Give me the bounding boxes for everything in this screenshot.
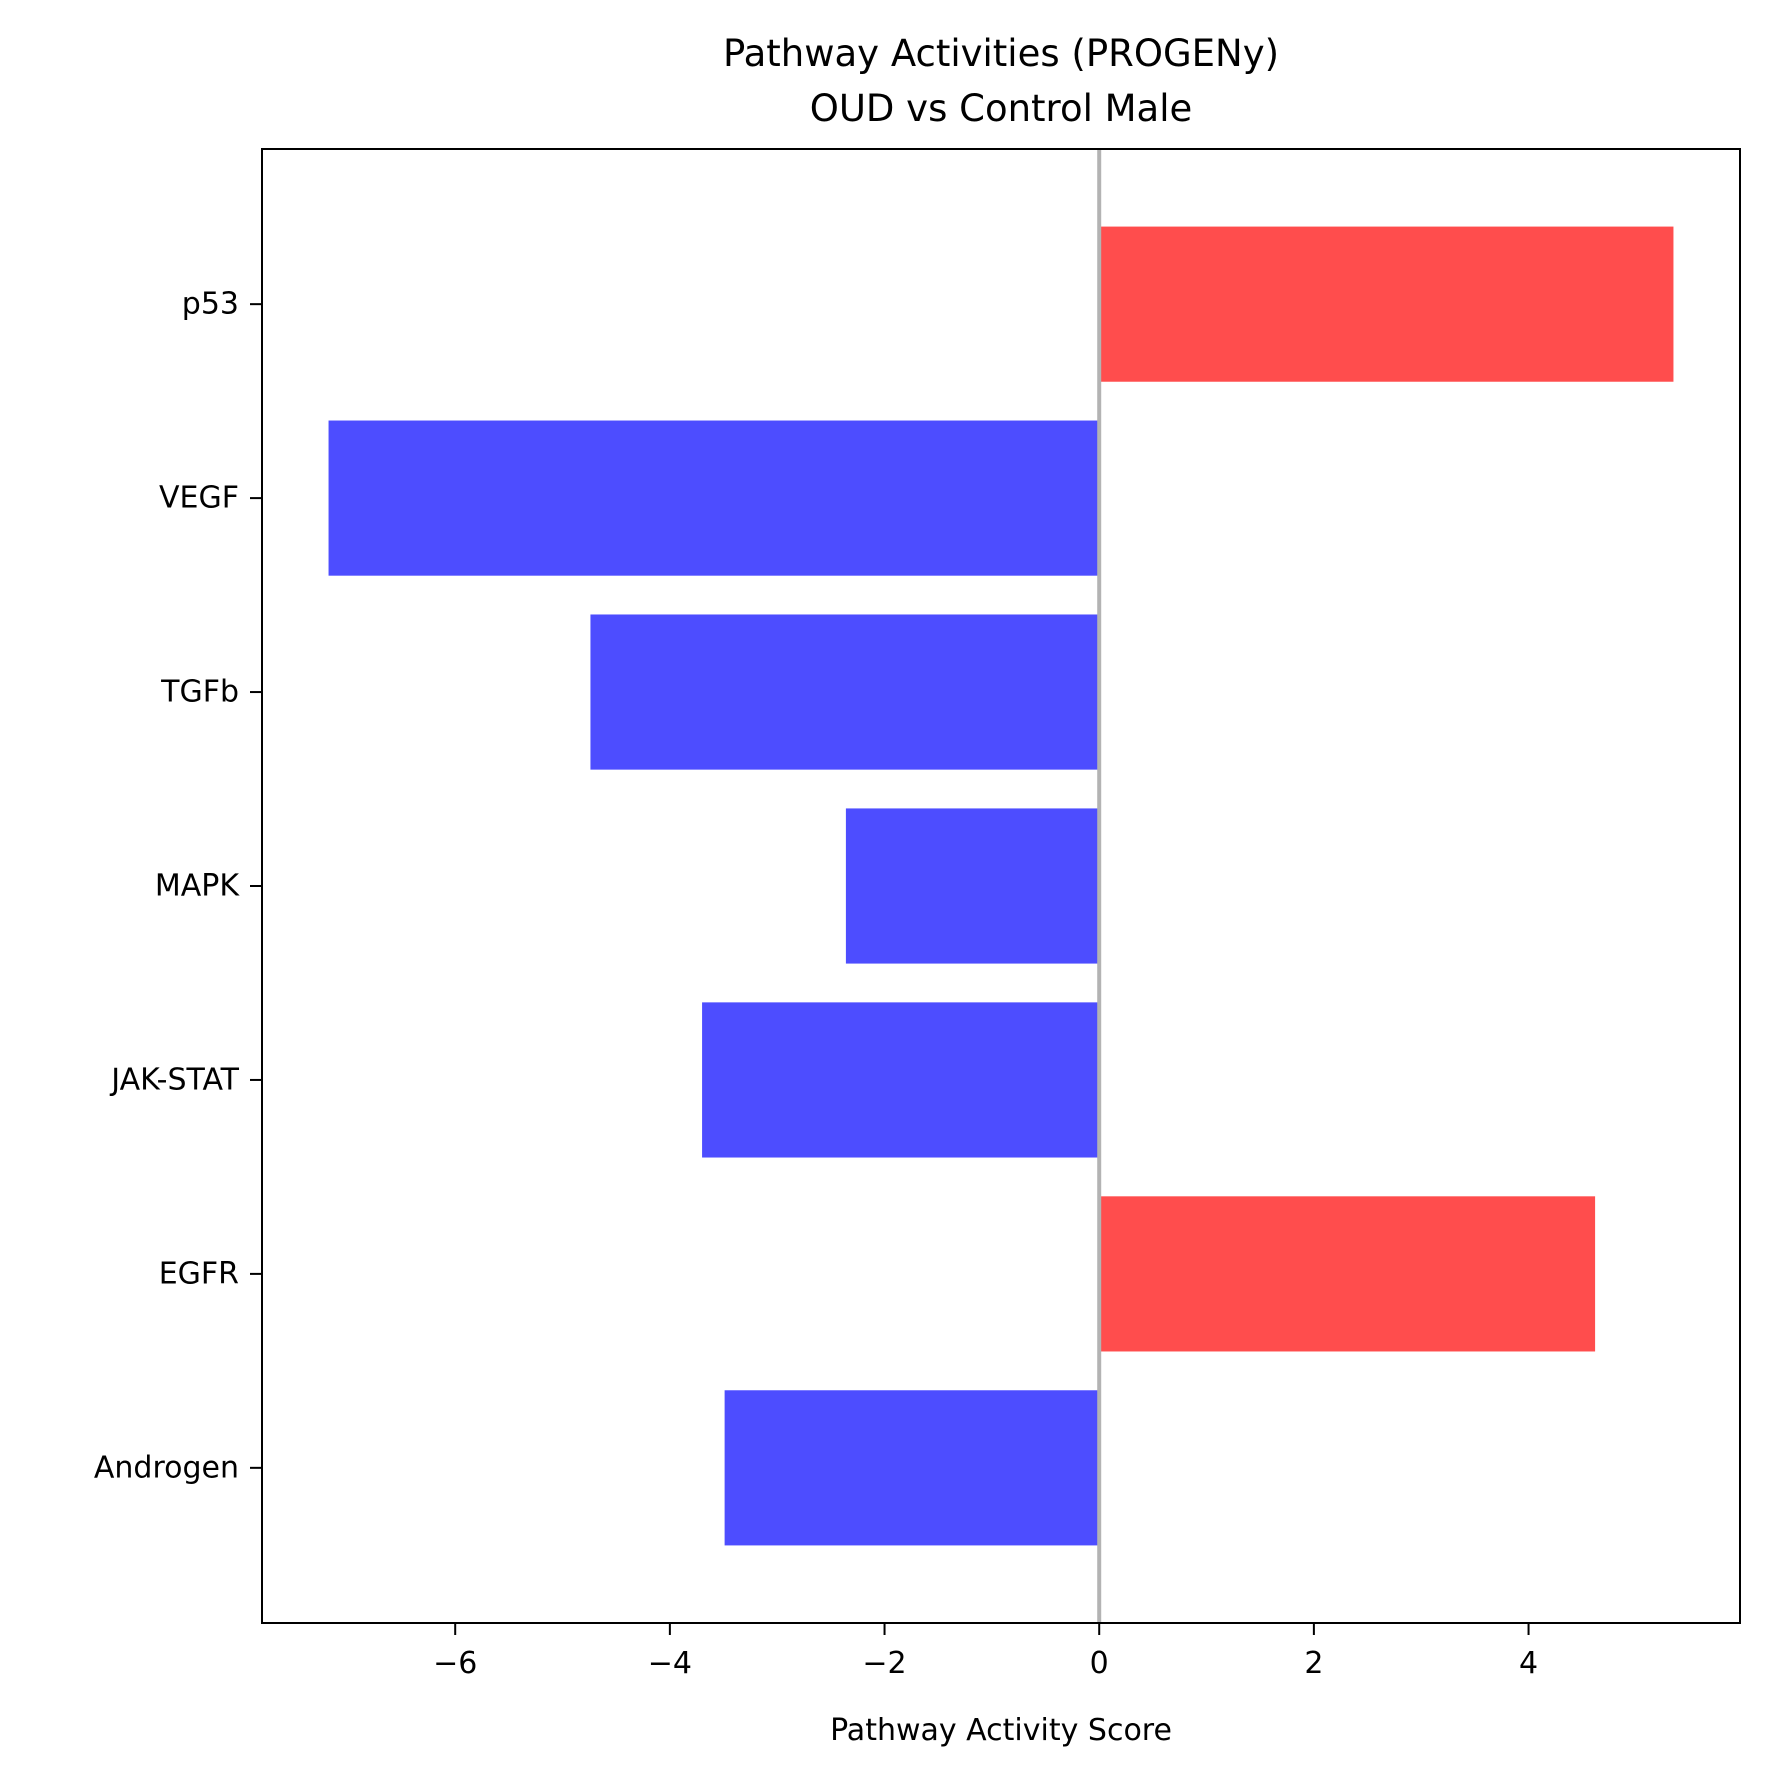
y-tick-label: Androgen — [94, 1450, 239, 1485]
y-tick-label: JAK-STAT — [109, 1062, 239, 1097]
x-axis-label: Pathway Activity Score — [830, 1713, 1172, 1748]
bar-androgen — [724, 1390, 1100, 1546]
chart-subtitle: OUD vs Control Male — [810, 87, 1193, 130]
x-tick-label: −4 — [648, 1646, 692, 1681]
y-tick-label: p53 — [182, 287, 239, 322]
x-tick-label: −6 — [433, 1646, 477, 1681]
bar-p53 — [1099, 226, 1674, 382]
x-tick-label: −2 — [862, 1646, 906, 1681]
x-axis: −6 −4 −2 0 2 4 — [433, 1623, 1538, 1681]
chart-title: Pathway Activities (PROGENy) — [723, 32, 1279, 75]
y-tick-label: MAPK — [155, 869, 240, 904]
bar-mapk — [845, 808, 1100, 964]
bar-egfr — [1099, 1196, 1596, 1352]
bars-group — [328, 226, 1674, 1546]
x-tick-label: 2 — [1304, 1646, 1323, 1681]
bar-jak-stat — [702, 1002, 1100, 1158]
y-tick-label: TGFb — [160, 675, 239, 710]
y-axis: p53 VEGF TGFb MAPK JAK-STAT EGFR Androgen — [94, 287, 262, 1485]
bar-tgfb — [590, 614, 1100, 770]
y-tick-label: VEGF — [159, 481, 239, 516]
bar-vegf — [328, 420, 1100, 576]
x-tick-label: 0 — [1090, 1646, 1109, 1681]
y-tick-label: EGFR — [159, 1256, 239, 1291]
x-tick-label: 4 — [1519, 1646, 1538, 1681]
